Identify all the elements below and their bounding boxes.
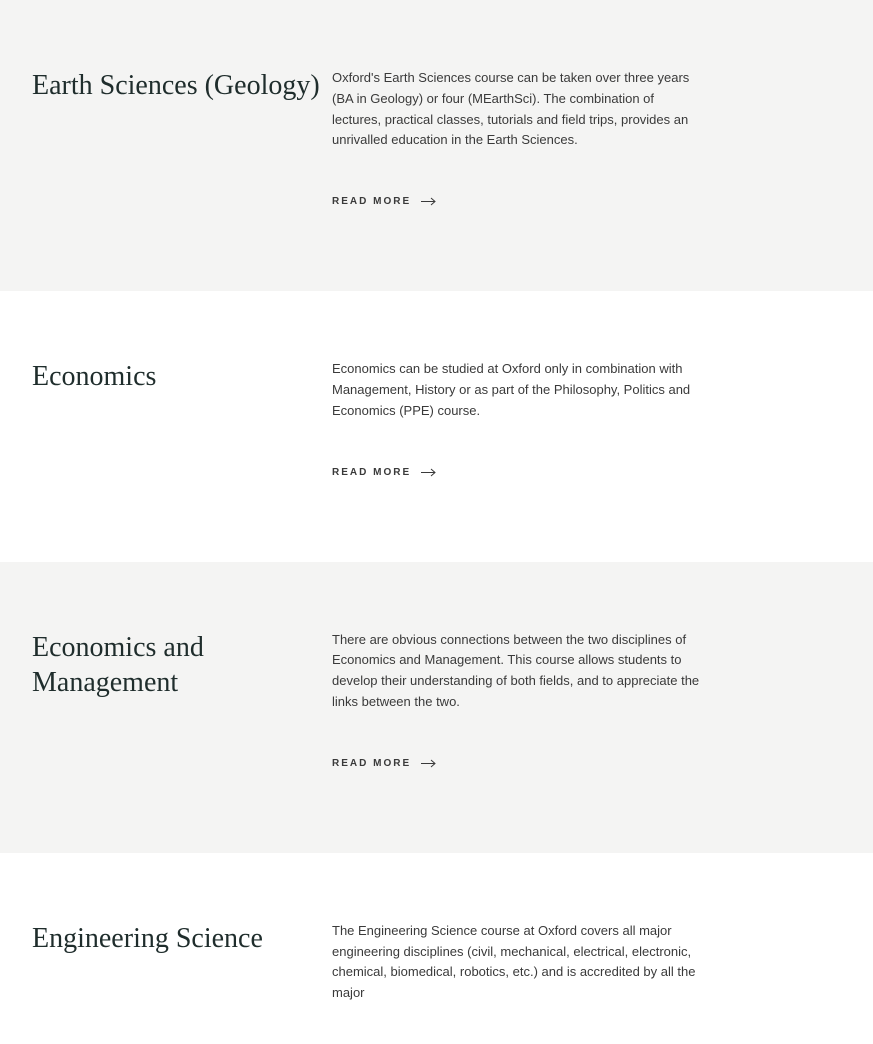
arrow-right-icon <box>421 197 437 206</box>
description-column: There are obvious connections between th… <box>332 630 841 771</box>
arrow-right-icon <box>421 468 437 477</box>
course-description: The Engineering Science course at Oxford… <box>332 921 701 1004</box>
title-column: Earth Sciences (Geology) <box>32 68 332 209</box>
description-column: Economics can be studied at Oxford only … <box>332 359 841 479</box>
course-title: Engineering Science <box>32 921 332 956</box>
course-description: There are obvious connections between th… <box>332 630 701 713</box>
course-title: Economics <box>32 359 332 394</box>
course-title: Economics and Management <box>32 630 332 700</box>
read-more-label: READ MORE <box>332 467 411 478</box>
course-card-earth-sciences: Earth Sciences (Geology) Oxford's Earth … <box>0 0 873 291</box>
description-column: Oxford's Earth Sciences course can be ta… <box>332 68 841 209</box>
description-column: The Engineering Science course at Oxford… <box>332 921 841 1044</box>
course-description: Oxford's Earth Sciences course can be ta… <box>332 68 701 151</box>
course-card-engineering: Engineering Science The Engineering Scie… <box>0 853 873 1044</box>
read-more-label: READ MORE <box>332 758 411 769</box>
read-more-label: READ MORE <box>332 196 411 207</box>
read-more-link[interactable]: READ MORE <box>332 467 437 478</box>
arrow-right-icon <box>421 759 437 768</box>
course-card-economics: Economics Economics can be studied at Ox… <box>0 291 873 561</box>
title-column: Engineering Science <box>32 921 332 1044</box>
course-card-economics-management: Economics and Management There are obvio… <box>0 562 873 853</box>
read-more-link[interactable]: READ MORE <box>332 196 437 207</box>
course-title: Earth Sciences (Geology) <box>32 68 332 103</box>
title-column: Economics and Management <box>32 630 332 771</box>
read-more-link[interactable]: READ MORE <box>332 758 437 769</box>
title-column: Economics <box>32 359 332 479</box>
course-description: Economics can be studied at Oxford only … <box>332 359 701 421</box>
